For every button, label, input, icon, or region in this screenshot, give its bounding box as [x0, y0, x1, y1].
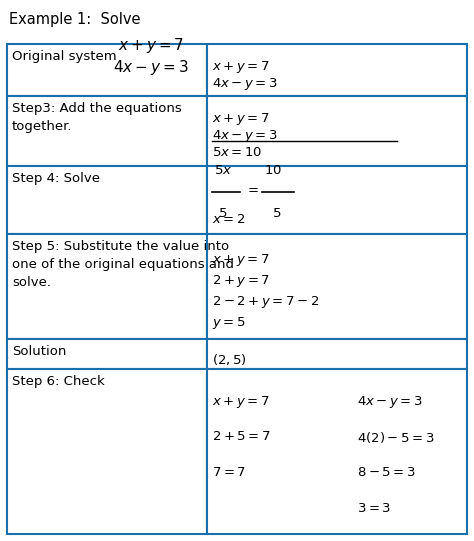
- Text: Step3: Add the equations
together.: Step3: Add the equations together.: [12, 102, 182, 133]
- Text: $y = 5$: $y = 5$: [212, 315, 246, 331]
- Text: Step 4: Solve: Step 4: Solve: [12, 172, 100, 185]
- Text: $4x - y = 3$: $4x - y = 3$: [212, 128, 278, 144]
- Text: $2 + y = 7$: $2 + y = 7$: [212, 273, 270, 289]
- Text: $=$: $=$: [245, 182, 259, 195]
- Text: $4x - y = 3$: $4x - y = 3$: [113, 58, 189, 77]
- Text: $x + y = 7$: $x + y = 7$: [212, 252, 270, 268]
- Text: Step 5: Substitute the value into
one of the original equations and
solve.: Step 5: Substitute the value into one of…: [12, 240, 234, 289]
- Text: $x = 2$: $x = 2$: [212, 213, 246, 226]
- Text: $4(2) - 5 = 3$: $4(2) - 5 = 3$: [357, 430, 435, 445]
- Text: $7 = 7$: $7 = 7$: [212, 466, 246, 479]
- Text: $x + y = 7$: $x + y = 7$: [212, 59, 270, 75]
- Text: $5x$: $5x$: [214, 164, 232, 177]
- Bar: [207, 234, 467, 339]
- Bar: [207, 96, 467, 166]
- Text: $5$: $5$: [218, 207, 228, 220]
- Bar: [7, 339, 207, 369]
- Text: $2 - 2 + y = 7 - 2$: $2 - 2 + y = 7 - 2$: [212, 294, 319, 310]
- Text: Solution: Solution: [12, 345, 66, 358]
- Text: $(2, 5)$: $(2, 5)$: [212, 352, 247, 367]
- Bar: [7, 166, 207, 234]
- Text: $4x - y = 3$: $4x - y = 3$: [212, 76, 278, 92]
- Bar: [7, 96, 207, 166]
- Text: Step 6: Check: Step 6: Check: [12, 375, 105, 388]
- Bar: [207, 339, 467, 369]
- Bar: [207, 166, 467, 234]
- Text: $2 + 5 = 7$: $2 + 5 = 7$: [212, 430, 271, 443]
- Text: $8 - 5 = 3$: $8 - 5 = 3$: [357, 466, 416, 479]
- Text: $10$: $10$: [264, 164, 282, 177]
- Text: $3 = 3$: $3 = 3$: [357, 502, 391, 514]
- Text: $x + y = 7$: $x + y = 7$: [212, 394, 270, 410]
- Text: $5x = 10$: $5x = 10$: [212, 146, 263, 159]
- Text: Example 1:  Solve: Example 1: Solve: [9, 12, 140, 27]
- Text: $x + y = 7$: $x + y = 7$: [118, 36, 185, 55]
- Bar: [207, 369, 467, 534]
- Text: Original system: Original system: [12, 50, 117, 63]
- Bar: [7, 369, 207, 534]
- Bar: [7, 44, 207, 96]
- Bar: [7, 234, 207, 339]
- Text: $x + y = 7$: $x + y = 7$: [212, 111, 270, 127]
- Text: $5$: $5$: [272, 207, 282, 220]
- Bar: [207, 44, 467, 96]
- Text: $4x - y = 3$: $4x - y = 3$: [357, 394, 423, 410]
